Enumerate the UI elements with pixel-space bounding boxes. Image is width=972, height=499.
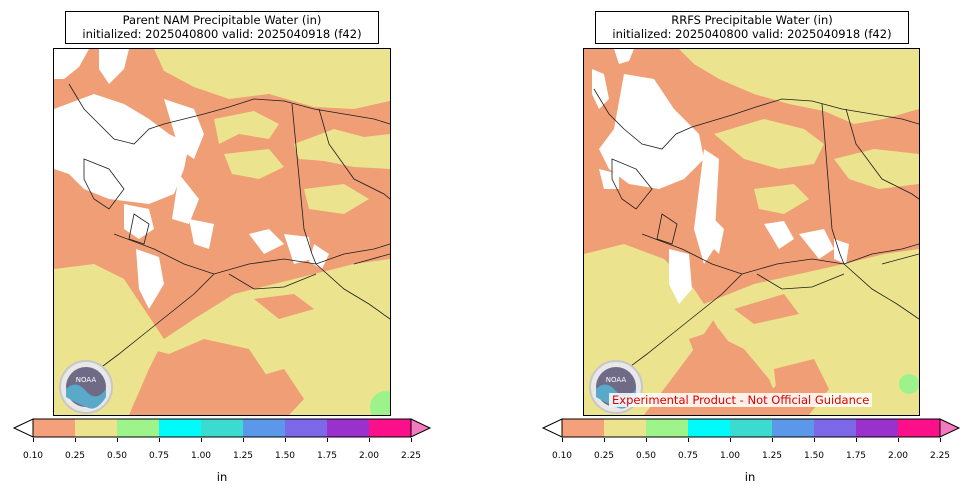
left-colorbar-tick-mark bbox=[33, 438, 34, 442]
left-title-line1: Parent NAM Precipitable Water (in) bbox=[122, 13, 322, 27]
right-colorbar-tick-label: 0.10 bbox=[551, 451, 573, 461]
right-colorbar-tick-label: 0.75 bbox=[677, 451, 699, 461]
left-colorbar-tick-mark bbox=[117, 438, 118, 442]
left-title-line2: initialized: 2025040800 valid: 202504091… bbox=[82, 27, 362, 41]
left-colorbar-tick-label: 1.75 bbox=[316, 451, 338, 461]
left-colorbar-unit: in bbox=[216, 470, 228, 484]
right-title-line1: RRFS Precipitable Water (in) bbox=[671, 13, 833, 27]
right-colorbar-cell-3 bbox=[688, 419, 731, 437]
right-colorbar-tick-label: 2.25 bbox=[929, 451, 951, 461]
right-colorbar-tick-label: 1.25 bbox=[761, 451, 783, 461]
left-colorbar-cells bbox=[33, 419, 412, 437]
right-map: NOAA Experimental Product - Not Official… bbox=[583, 48, 920, 416]
right-colorbar-outline bbox=[561, 418, 941, 438]
right-colorbar-cell-1 bbox=[604, 419, 647, 437]
left-colorbar-outline bbox=[32, 418, 412, 438]
left-colorbar-tick-mark bbox=[201, 438, 202, 442]
left-colorbar-tick-mark bbox=[75, 438, 76, 442]
left-colorbar-tick-label: 1.00 bbox=[190, 451, 212, 461]
left-colorbar-tick-label: 2.25 bbox=[400, 451, 422, 461]
right-colorbar-cell-4 bbox=[730, 419, 773, 437]
left-panel: Parent NAM Precipitable Water (in) initi… bbox=[12, 11, 432, 484]
left-colorbar-cell-6 bbox=[285, 419, 328, 437]
right-colorbar-tick-mark bbox=[646, 438, 647, 442]
disclaimer-label: Experimental Product - Not Official Guid… bbox=[609, 393, 873, 407]
left-colorbar-cell-1 bbox=[75, 419, 118, 437]
left-colorbar-cell-0 bbox=[33, 419, 76, 437]
left-colorbar-tick-label: 1.50 bbox=[274, 451, 296, 461]
left-colorbar-tick-mark bbox=[327, 438, 328, 442]
left-pw-010-025-streaks bbox=[184, 294, 314, 415]
right-colorbar-cell-8 bbox=[898, 419, 941, 437]
right-colorbar-cell-0 bbox=[562, 419, 605, 437]
right-colorbar-tick-label: 0.25 bbox=[593, 451, 615, 461]
right-colorbar-tick-mark bbox=[562, 438, 563, 442]
right-colorbar-tick-mark bbox=[898, 438, 899, 442]
right-colorbar-cell-2 bbox=[646, 419, 689, 437]
right-title-box: RRFS Precipitable Water (in) initialized… bbox=[595, 11, 909, 44]
right-colorbar-tick-mark bbox=[856, 438, 857, 442]
left-colorbar-tick-label: 0.50 bbox=[106, 451, 128, 461]
right-colorbar-tick-label: 1.00 bbox=[719, 451, 741, 461]
right-colorbar-unit: in bbox=[744, 470, 756, 484]
left-map-canvas bbox=[54, 49, 390, 415]
right-colorbar bbox=[541, 418, 961, 438]
right-map-canvas bbox=[584, 49, 919, 415]
right-missing-regions bbox=[592, 49, 849, 304]
left-colorbar-tick-mark bbox=[243, 438, 244, 442]
right-colorbar-tick-mark bbox=[688, 438, 689, 442]
right-pw-050-075-spot bbox=[899, 374, 919, 394]
left-colorbar-cell-3 bbox=[159, 419, 202, 437]
left-colorbar-under-arrow bbox=[12, 418, 34, 438]
left-colorbar-tick-mark bbox=[285, 438, 286, 442]
right-colorbar-tick-mark bbox=[604, 438, 605, 442]
left-noaa-logo: NOAA bbox=[59, 360, 113, 414]
left-colorbar-tick-label: 0.75 bbox=[148, 451, 170, 461]
right-colorbar-tick-label: 1.75 bbox=[845, 451, 867, 461]
right-colorbar-tick-label: 1.50 bbox=[803, 451, 825, 461]
right-colorbar-cell-6 bbox=[814, 419, 857, 437]
left-colorbar-over-arrow bbox=[410, 418, 432, 438]
left-colorbar-tick-mark bbox=[411, 438, 412, 442]
left-noaa-logo-text: NOAA bbox=[76, 376, 97, 384]
right-panel: RRFS Precipitable Water (in) initialized… bbox=[486, 0, 972, 499]
left-coastlines bbox=[68, 83, 390, 380]
right-colorbar-under-arrow bbox=[541, 418, 563, 438]
right-title-line2: initialized: 2025040800 valid: 202504091… bbox=[612, 27, 892, 41]
left-colorbar-tick-mark bbox=[159, 438, 160, 442]
right-colorbar-tick-label: 2.00 bbox=[887, 451, 909, 461]
left-title-box: Parent NAM Precipitable Water (in) initi… bbox=[65, 11, 379, 44]
right-colorbar-cell-7 bbox=[856, 419, 899, 437]
left-colorbar-cell-2 bbox=[117, 419, 160, 437]
right-colorbar-tick-mark bbox=[814, 438, 815, 442]
left-pw-025-050-regions bbox=[54, 49, 390, 415]
left-colorbar-cell-7 bbox=[327, 419, 370, 437]
left-colorbar-tick-label: 1.25 bbox=[232, 451, 254, 461]
left-colorbar-tick-label: 2.00 bbox=[358, 451, 380, 461]
left-colorbar-tick-label: 0.10 bbox=[22, 451, 44, 461]
right-colorbar-cell-5 bbox=[772, 419, 815, 437]
left-colorbar-cell-5 bbox=[243, 419, 286, 437]
left-map: NOAA bbox=[53, 48, 391, 416]
left-pw-050-075-spot bbox=[370, 391, 390, 415]
right-colorbar-tick-label: 0.50 bbox=[635, 451, 657, 461]
right-colorbar-cells bbox=[562, 419, 941, 437]
left-colorbar-cell-4 bbox=[201, 419, 244, 437]
left-colorbar bbox=[12, 418, 432, 438]
right-colorbar-over-arrow bbox=[939, 418, 961, 438]
right-colorbar-tick-mark bbox=[730, 438, 731, 442]
left-missing-regions bbox=[54, 49, 329, 309]
left-colorbar-cell-8 bbox=[369, 419, 412, 437]
left-colorbar-tick-mark bbox=[369, 438, 370, 442]
right-colorbar-tick-mark bbox=[940, 438, 941, 442]
right-coastlines bbox=[593, 88, 919, 380]
right-noaa-logo-text: NOAA bbox=[606, 376, 627, 384]
left-colorbar-tick-label: 0.25 bbox=[64, 451, 86, 461]
right-colorbar-tick-mark bbox=[772, 438, 773, 442]
